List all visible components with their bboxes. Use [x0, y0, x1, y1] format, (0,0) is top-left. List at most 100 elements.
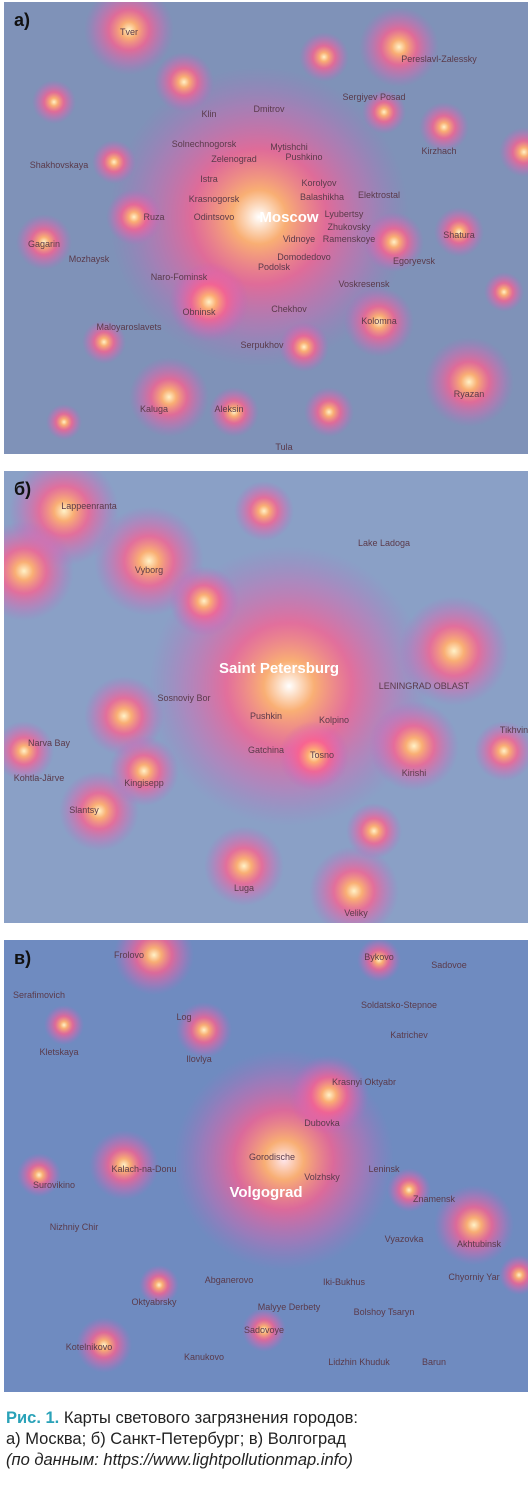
light-glow — [89, 1130, 159, 1200]
light-glow — [154, 52, 214, 112]
map-panel-volgograd: Frolovo Bykovo Sadovoe Serafimovich Soldatsk… — [4, 940, 528, 1392]
city-label: Istra — [200, 174, 218, 184]
city-label: Elektrostal — [358, 190, 400, 200]
city-label: Tikhvin — [500, 725, 528, 735]
light-glow — [44, 1005, 84, 1045]
light-glow — [399, 596, 509, 706]
city-label: Naro-Fominsk — [151, 272, 208, 282]
city-label: Nizhniy Chir — [50, 1222, 99, 1232]
city-label: Kirzhach — [421, 146, 456, 156]
light-glow — [289, 1055, 369, 1135]
light-glow — [344, 287, 414, 357]
city-label: Zhukovsky — [327, 222, 371, 232]
city-label: Bolshoy Tsaryn — [354, 1307, 415, 1317]
city-label: Obninsk — [182, 307, 216, 317]
light-glow — [369, 701, 459, 791]
caption-line-3: (по данным: https://www.lightpollutionma… — [6, 1451, 353, 1469]
city-label: Malyye Derbety — [258, 1302, 321, 1312]
map-panel-saint-petersburg: Saint Petersburg Lappeenranta Vyborg Lake L… — [4, 471, 528, 923]
light-glow — [499, 1255, 528, 1295]
light-glow — [299, 32, 349, 82]
city-label: Narva Bay — [28, 738, 71, 748]
city-label: LENINGRAD OBLAST — [379, 681, 470, 691]
light-glow — [129, 357, 209, 437]
city-label: Volzhsky — [304, 1172, 340, 1182]
city-label: Serpukhov — [240, 340, 284, 350]
city-label: Sergiyev Posad — [342, 92, 405, 102]
city-label: Kotelnikovo — [66, 1342, 113, 1352]
light-glow — [499, 127, 528, 177]
city-label: Barun — [422, 1357, 446, 1367]
light-glow — [84, 2, 174, 75]
light-glow — [357, 940, 401, 982]
light-glow — [279, 721, 349, 791]
light-glow — [364, 212, 424, 272]
city-label: Mytishchi — [270, 142, 308, 152]
light-glow — [46, 404, 82, 440]
map-panel-moscow: Moscow Tver Klin Solnechnogorsk Zelenograd Is… — [4, 2, 528, 454]
city-label: Shakhovskaya — [30, 160, 89, 170]
city-label: Kalach-na-Donu — [111, 1164, 176, 1174]
city-label: Mozhaysk — [69, 254, 110, 264]
light-pollution-map-volgograd: Frolovo Bykovo Sadovoe Serafimovich Soldatsk… — [4, 940, 528, 1392]
city-label: Bykovo — [364, 952, 394, 962]
city-label: Soldatsko-Stepnoe — [361, 1000, 437, 1010]
light-glow — [204, 826, 284, 906]
city-label: Lappeenranta — [61, 501, 117, 511]
city-label: Iki-Bukhus — [323, 1277, 366, 1287]
light-glow — [309, 846, 399, 923]
light-glow — [4, 521, 74, 621]
city-label: Abganerovo — [205, 1275, 254, 1285]
city-label: Ramenskoye — [323, 234, 376, 244]
city-label: Domodedovo — [277, 252, 331, 262]
city-label: Ruza — [143, 212, 164, 222]
city-label: Frolovo — [114, 950, 144, 960]
light-glow — [234, 481, 294, 541]
city-label: Tula — [275, 442, 292, 452]
city-label: Voskresensk — [338, 279, 390, 289]
city-label: Leninsk — [368, 1164, 400, 1174]
city-label: Pushkino — [285, 152, 322, 162]
light-glow — [279, 322, 329, 372]
city-label: Kolpino — [319, 715, 349, 725]
light-glow — [424, 337, 514, 427]
city-label: Volgograd — [229, 1184, 302, 1201]
city-label: Chekhov — [271, 304, 307, 314]
light-glow — [474, 721, 528, 781]
city-label: Korolyov — [301, 178, 337, 188]
city-label: Pereslavl-Zalessky — [401, 54, 477, 64]
caption-line-1: Карты светового загрязнения городов: — [59, 1409, 358, 1427]
city-label: Kingisepp — [124, 778, 164, 788]
city-label: Sadovoe — [431, 960, 467, 970]
city-label: Balashikha — [300, 192, 344, 202]
city-label: Tver — [120, 27, 138, 37]
city-label: Slantsy — [69, 805, 99, 815]
light-glow — [434, 207, 484, 257]
city-label: Lidzhin Khuduk — [328, 1357, 390, 1367]
light-glow — [106, 189, 162, 245]
light-glow — [242, 1308, 286, 1352]
light-glow — [76, 1317, 132, 1373]
city-label: Gorodische — [249, 1152, 295, 1162]
city-label: Serafimovich — [13, 990, 65, 1000]
city-label: Zelenograd — [211, 154, 257, 164]
light-glow — [484, 272, 524, 312]
city-label: Vyazovka — [385, 1234, 424, 1244]
city-label: Kolomna — [361, 316, 397, 326]
light-pollution-map-moscow: Moscow Tver Klin Solnechnogorsk Zelenograd Is… — [4, 2, 528, 454]
city-label: Maloyaroslavets — [96, 322, 162, 332]
city-label: Dmitrov — [254, 104, 285, 114]
light-glow — [16, 214, 72, 270]
city-label: Moscow — [259, 209, 319, 226]
city-label: Aleksin — [214, 404, 243, 414]
light-glow — [109, 736, 179, 806]
caption-line-2: а) Москва; б) Санкт-Петербург; в) Волгог… — [6, 1430, 346, 1448]
city-label: Tosno — [310, 750, 334, 760]
light-glow — [169, 566, 239, 636]
panel-label-a: а) — [14, 10, 31, 30]
light-glow — [304, 387, 354, 437]
city-label: Lyubertsy — [325, 209, 364, 219]
city-label: Saint Petersburg — [219, 660, 339, 677]
city-label: Akhtubinsk — [457, 1239, 502, 1249]
city-label: Egoryevsk — [393, 256, 436, 266]
